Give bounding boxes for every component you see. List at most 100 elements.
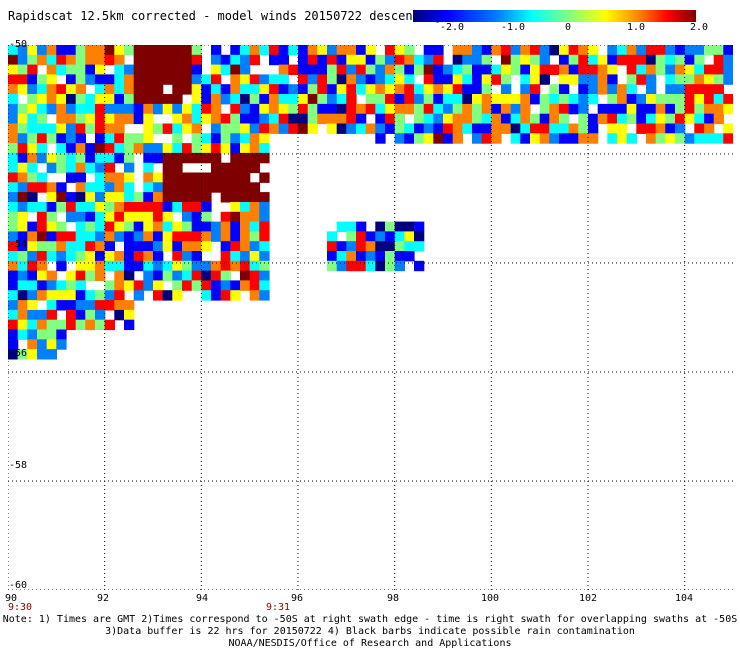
- wind-cell: [124, 45, 135, 56]
- wind-cell: [56, 202, 67, 213]
- wind-cell: [37, 94, 48, 105]
- wind-cell: [114, 143, 125, 154]
- wind-cell: [655, 45, 666, 56]
- wind-cell: [510, 45, 521, 56]
- wind-cell: [143, 94, 154, 105]
- wind-cell: [365, 260, 376, 272]
- wind-cell: [704, 64, 715, 75]
- wind-cell: [559, 123, 570, 134]
- wind-cell: [153, 64, 164, 75]
- wind-cell: [85, 290, 96, 301]
- wind-cell: [162, 54, 173, 66]
- wind-cell: [539, 45, 550, 56]
- wind-cell: [713, 45, 724, 56]
- wind-cell: [27, 192, 38, 203]
- wind-cell: [269, 123, 280, 134]
- wind-cell: [66, 300, 77, 311]
- wind-cell: [191, 251, 202, 262]
- wind-cell: [568, 45, 579, 56]
- wind-cell: [143, 202, 154, 213]
- wind-cell: [172, 143, 183, 154]
- wind-cell: [27, 300, 38, 311]
- wind-cell: [17, 221, 28, 232]
- wind-cell: [472, 84, 483, 95]
- wind-cell: [539, 74, 550, 85]
- wind-cell: [8, 251, 19, 262]
- wind-cell: [404, 133, 415, 144]
- wind-cell: [133, 54, 144, 66]
- wind-cell: [530, 113, 541, 125]
- wind-cell: [365, 241, 376, 252]
- wind-cell: [75, 251, 86, 262]
- wind-cell: [588, 64, 599, 75]
- wind-cell: [713, 113, 724, 125]
- wind-cell: [336, 251, 347, 262]
- wind-cell: [452, 54, 463, 66]
- wind-cell: [153, 260, 164, 272]
- wind-cell: [56, 329, 67, 340]
- wind-cell: [95, 231, 106, 242]
- wind-cell: [240, 74, 251, 85]
- wind-cell: [356, 260, 367, 272]
- wind-cell: [375, 113, 386, 125]
- wind-cell: [66, 202, 77, 213]
- wind-cell: [240, 123, 251, 134]
- wind-cell: [104, 162, 115, 174]
- wind-cell: [626, 64, 637, 75]
- wind-cell: [307, 84, 318, 95]
- wind-cell: [75, 64, 86, 75]
- wind-cell: [675, 84, 686, 95]
- wind-cell: [56, 182, 67, 193]
- wind-cell: [375, 123, 386, 134]
- wind-cell: [153, 290, 164, 301]
- wind-cell: [713, 133, 724, 144]
- wind-cell: [423, 74, 434, 85]
- wind-cell: [104, 300, 115, 311]
- wind-cell: [249, 74, 260, 85]
- wind-cell: [636, 103, 647, 115]
- wind-cell: [162, 182, 173, 193]
- wind-cell: [133, 280, 144, 291]
- wind-cell: [617, 103, 628, 115]
- wind-cell: [172, 260, 183, 272]
- wind-cell: [201, 241, 212, 252]
- wind-cell: [46, 290, 57, 301]
- wind-cell: [85, 94, 96, 105]
- wind-cell: [327, 84, 338, 95]
- wind-cell: [211, 280, 222, 291]
- wind-cell: [37, 309, 48, 321]
- wind-cell: [8, 54, 19, 66]
- wind-cell: [704, 74, 715, 85]
- wind-cell: [220, 133, 231, 144]
- wind-cell: [510, 94, 521, 105]
- wind-cell: [452, 113, 463, 125]
- wind-cell: [191, 103, 202, 115]
- wind-cell: [588, 84, 599, 95]
- wind-cell: [501, 94, 512, 105]
- wind-cell: [240, 133, 251, 144]
- wind-cell: [317, 113, 328, 125]
- wind-cell: [8, 280, 19, 291]
- wind-cell: [104, 221, 115, 232]
- wind-cell: [8, 270, 19, 281]
- wind-cell: [201, 94, 212, 105]
- x-tick-label: 90: [4, 593, 18, 604]
- wind-cell: [607, 133, 618, 144]
- wind-cell: [675, 74, 686, 85]
- wind-cell: [462, 123, 473, 134]
- wind-cell: [530, 64, 541, 75]
- wind-cell: [288, 103, 299, 115]
- wind-cell: [172, 123, 183, 134]
- wind-cell: [433, 113, 444, 125]
- wind-cell: [375, 260, 386, 272]
- wind-cell: [597, 64, 608, 75]
- wind-cell: [336, 103, 347, 115]
- wind-cell: [201, 280, 212, 291]
- wind-cell: [95, 45, 106, 56]
- wind-cell: [665, 113, 676, 125]
- wind-cell: [46, 162, 57, 174]
- wind-cell: [201, 182, 212, 193]
- wind-cell: [501, 64, 512, 75]
- wind-cell: [327, 251, 338, 262]
- wind-cell: [46, 123, 57, 134]
